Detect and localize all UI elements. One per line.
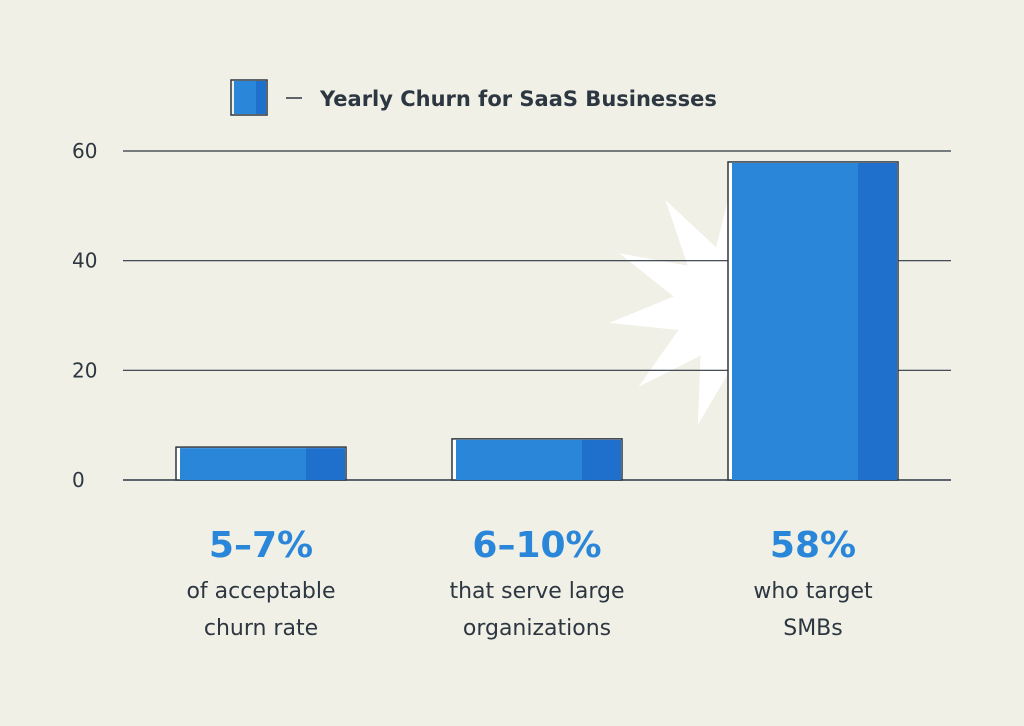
y-tick-label: 60 <box>72 139 97 163</box>
category-description-line: that serve large <box>449 579 624 604</box>
y-tick-label: 20 <box>72 358 97 382</box>
bar-shade <box>582 439 621 480</box>
category-description-line: who target <box>753 579 873 604</box>
category-value-label: 58% <box>770 525 856 566</box>
bar-fill <box>732 162 858 480</box>
bar-shade <box>306 448 345 480</box>
legend-swatch <box>234 81 256 114</box>
category-description-line: churn rate <box>204 616 318 641</box>
category-description-line: SMBs <box>783 616 843 641</box>
bar-shade <box>858 162 897 480</box>
y-tick-label: 0 <box>72 468 85 492</box>
category-value-label: 6–10% <box>472 525 601 566</box>
legend: Yearly Churn for SaaS Businesses <box>230 79 717 116</box>
legend-label: Yearly Churn for SaaS Businesses <box>319 87 717 111</box>
bar-1 <box>175 446 347 481</box>
category-labels: 5–7% of acceptable churn rate 6–10% that ser… <box>186 525 873 641</box>
category-description-line: organizations <box>463 616 611 641</box>
y-tick-label: 40 <box>72 249 97 273</box>
category-description-line: of acceptable <box>186 579 335 604</box>
bars <box>175 161 899 481</box>
bar-2 <box>451 438 623 481</box>
bar-3 <box>727 161 899 481</box>
legend-swatch-shade <box>256 81 266 114</box>
bar-fill <box>180 448 306 480</box>
category-value-label: 5–7% <box>209 525 313 566</box>
bar-fill <box>456 439 582 480</box>
